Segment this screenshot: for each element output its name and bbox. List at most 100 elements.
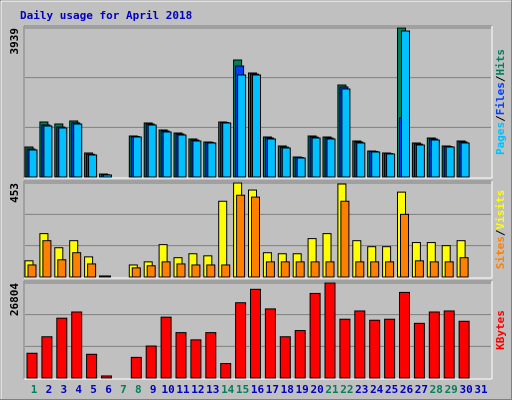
bar <box>444 261 454 278</box>
x-tick-label: 29 <box>445 383 458 396</box>
bar <box>41 336 53 379</box>
legend-separator: / <box>494 115 507 122</box>
bar <box>296 157 306 178</box>
bar <box>326 138 336 178</box>
bar <box>235 302 247 379</box>
bar <box>252 74 261 178</box>
bar <box>161 261 171 278</box>
bar <box>325 261 335 278</box>
bar <box>294 330 306 379</box>
legend-entry: Hits <box>494 49 507 76</box>
bar <box>265 261 275 278</box>
bar <box>176 263 186 278</box>
bar <box>190 339 202 379</box>
bar <box>400 213 409 278</box>
x-tick-label: 30 <box>459 383 472 396</box>
bar <box>339 318 351 379</box>
bar <box>414 260 424 278</box>
bar <box>57 259 67 278</box>
legend-entry: Pages <box>494 122 507 155</box>
bar <box>206 264 216 278</box>
x-tick-label: 15 <box>236 383 249 396</box>
bar <box>101 375 112 379</box>
x-tick-label: 12 <box>191 383 204 396</box>
x-tick-label: 17 <box>266 383 279 396</box>
bar <box>88 154 98 178</box>
bar <box>145 345 157 379</box>
bar <box>266 138 276 178</box>
legend: KBytes <box>494 310 507 350</box>
bar <box>324 282 336 379</box>
bar <box>27 264 37 278</box>
bar <box>86 353 98 379</box>
x-tick-label: 14 <box>221 383 235 396</box>
bar <box>281 147 291 178</box>
y-tick-label: 26804 <box>8 283 21 316</box>
x-tick-label: 27 <box>415 383 428 396</box>
bar <box>131 267 141 278</box>
bar <box>236 194 246 278</box>
x-tick-label: 5 <box>90 383 97 396</box>
bar <box>429 261 439 278</box>
legend-entry: KBytes <box>494 310 507 350</box>
bar <box>280 261 290 278</box>
legend: Sites/Visits <box>494 190 507 270</box>
bar <box>279 336 291 379</box>
x-tick-label: 11 <box>176 383 190 396</box>
bar <box>177 134 187 178</box>
x-tick-label: 22 <box>340 383 353 396</box>
bar <box>205 332 217 379</box>
y-tick-label: 3939 <box>8 28 21 55</box>
bar <box>310 261 320 278</box>
x-tick-label: 21 <box>325 383 339 396</box>
x-tick-label: 7 <box>120 383 127 396</box>
bar <box>28 149 38 178</box>
x-tick-label: 31 <box>474 383 488 396</box>
bar <box>385 261 395 278</box>
bar <box>130 356 142 379</box>
bar <box>295 261 305 278</box>
x-tick-label: 6 <box>105 383 112 396</box>
bar <box>102 275 111 278</box>
bar <box>191 264 201 278</box>
bar <box>264 308 276 379</box>
bar <box>459 257 469 278</box>
bar <box>384 318 396 379</box>
bar <box>371 151 381 178</box>
bar <box>71 311 83 379</box>
bar <box>103 174 112 178</box>
bar <box>73 123 83 178</box>
bar <box>443 310 455 379</box>
bar <box>221 264 231 278</box>
bar <box>175 332 187 379</box>
bar <box>43 125 53 178</box>
bar <box>386 153 396 178</box>
x-tick-label: 3 <box>60 383 67 396</box>
legend-entry: Visits <box>494 190 507 230</box>
bar <box>460 142 470 178</box>
x-tick-label: 8 <box>135 383 142 396</box>
bar <box>162 131 172 178</box>
bar <box>132 136 142 178</box>
x-tick-label: 25 <box>385 383 398 396</box>
legend-separator: / <box>494 75 507 82</box>
bar <box>87 263 97 278</box>
bar <box>192 140 202 178</box>
legend-entry: Files <box>494 82 507 115</box>
x-tick-label: 2 <box>46 383 53 396</box>
bar <box>413 322 425 379</box>
bar <box>222 122 232 178</box>
bar <box>428 311 440 379</box>
bar <box>415 144 425 178</box>
bar <box>220 363 232 379</box>
bar <box>250 288 261 379</box>
x-tick-label: 19 <box>296 383 309 396</box>
bar <box>160 316 172 379</box>
bar <box>146 265 156 278</box>
x-tick-label: 16 <box>251 383 265 396</box>
bar <box>58 127 68 178</box>
bar <box>207 142 217 178</box>
bar <box>340 200 350 278</box>
bar <box>458 320 470 379</box>
